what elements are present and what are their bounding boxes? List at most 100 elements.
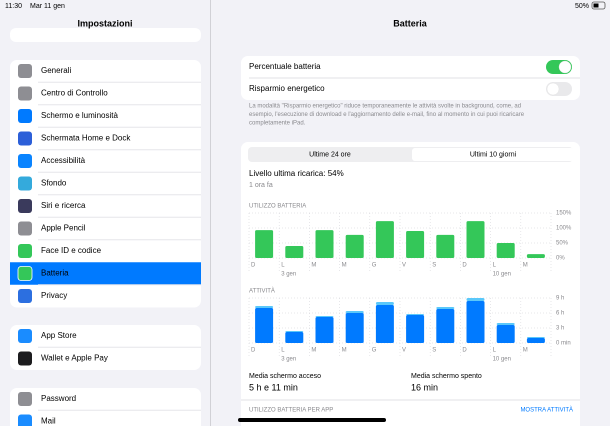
- last-charge: Livello ultima ricarica: 54%: [249, 169, 344, 178]
- x-tick-label: L: [281, 263, 285, 269]
- y-tick-label: 100%: [556, 226, 572, 232]
- x-tick-label: L: [281, 348, 285, 354]
- detail-title: Batteria: [393, 18, 428, 28]
- setting-item[interactable]: Centro di Controllo: [41, 89, 108, 98]
- y-tick-label: 3 h: [556, 326, 564, 332]
- selected-row: [10, 262, 201, 285]
- x-tick-label: M: [523, 348, 528, 354]
- segment-selected: [412, 148, 574, 161]
- x-tick-label: D: [462, 263, 467, 269]
- bar: [285, 332, 304, 343]
- setting-icon: [18, 351, 32, 366]
- x-tick-label: M: [523, 263, 528, 269]
- setting-icon: [18, 109, 32, 123]
- bar: [375, 305, 394, 343]
- segment[interactable]: Ultime 24 ore: [309, 151, 351, 158]
- x-tick-label: D: [251, 263, 256, 269]
- bar: [406, 231, 425, 258]
- x-tick-label: M: [311, 348, 316, 354]
- y-tick-label: 9 h: [556, 296, 564, 302]
- x-tick-label: M: [342, 263, 347, 269]
- setting-item[interactable]: Accessibilità: [41, 156, 86, 165]
- bar: [315, 317, 334, 343]
- x-tick-label: D: [462, 348, 467, 354]
- bar: [285, 246, 304, 258]
- status-time: 11:30: [5, 3, 22, 10]
- toggle-knob: [558, 60, 572, 74]
- footnote: completamente iPad.: [249, 121, 306, 127]
- setting-icon: [17, 266, 33, 281]
- setting-item[interactable]: Schermo e luminosità: [41, 111, 118, 120]
- setting-icon: [18, 392, 32, 406]
- chart-title: ATTIVITÀ: [249, 288, 275, 295]
- battery-icon: [591, 1, 606, 10]
- bar: [345, 313, 364, 343]
- x-tick-label: D: [251, 348, 256, 354]
- bar: [436, 234, 455, 258]
- setting-icon: [18, 244, 32, 258]
- x-tick-label: L: [493, 263, 497, 269]
- setting-label: Risparmio energetico: [249, 84, 325, 93]
- setting-icon: [18, 221, 32, 236]
- x-tick-label: G: [372, 348, 377, 354]
- bar: [406, 314, 425, 315]
- x-tick-label: S: [432, 263, 436, 269]
- y-tick-label: 0%: [556, 256, 565, 262]
- status-date: Mar 11 gen: [30, 3, 65, 10]
- setting-item[interactable]: Sfondo: [41, 179, 67, 188]
- bar: [466, 301, 485, 343]
- y-tick-label: 150%: [556, 211, 572, 217]
- x-tick-label: M: [311, 263, 316, 269]
- settings-group: [10, 388, 201, 426]
- setting-icon: [18, 154, 32, 168]
- setting-icon: [18, 329, 32, 343]
- setting-icon: [18, 131, 32, 146]
- setting-item[interactable]: Schermata Home e Dock: [41, 134, 131, 143]
- bar: [375, 302, 394, 305]
- setting-item[interactable]: Privacy: [41, 291, 67, 300]
- setting-icon: [18, 199, 32, 213]
- bar: [315, 230, 334, 258]
- date-label: 3 gen: [281, 357, 296, 363]
- bar: [285, 331, 304, 332]
- setting-icon: [18, 64, 32, 78]
- y-tick-label: 6 h: [556, 311, 564, 317]
- setting-item[interactable]: Batteria: [41, 269, 69, 278]
- bar: [526, 254, 545, 258]
- cut-group: [10, 28, 201, 42]
- setting-item[interactable]: App Store: [41, 331, 77, 340]
- setting-icon: [18, 289, 32, 303]
- x-tick-label: L: [493, 348, 497, 354]
- setting-icon: [18, 414, 32, 426]
- bar: [345, 311, 364, 313]
- setting-item[interactable]: Generali: [41, 66, 71, 75]
- setting-item[interactable]: Siri e ricerca: [41, 201, 86, 210]
- show-activity[interactable]: MOSTRA ATTIVITÀ: [520, 407, 573, 414]
- setting-item[interactable]: Password: [41, 394, 76, 403]
- bar: [255, 306, 274, 308]
- chart-title: UTILIZZO BATTERIA: [249, 204, 306, 210]
- segment[interactable]: Ultimi 10 giorni: [470, 151, 517, 158]
- x-tick-label: V: [402, 263, 406, 269]
- setting-item[interactable]: Apple Pencil: [41, 224, 86, 233]
- bar: [406, 315, 425, 343]
- setting-item[interactable]: Wallet e Apple Pay: [41, 354, 108, 363]
- last-charge-time: 1 ora fa: [249, 182, 273, 189]
- setting-item[interactable]: Face ID e codice: [41, 246, 102, 255]
- settings-group: [10, 60, 201, 308]
- bar: [466, 221, 485, 258]
- bar: [436, 309, 455, 343]
- bar: [496, 323, 515, 325]
- setting-icon: [18, 86, 32, 101]
- average-label: Media schermo acceso: [249, 373, 321, 380]
- bar: [255, 308, 274, 343]
- date-label: 10 gen: [493, 272, 511, 278]
- setting-label: Percentuale batteria: [249, 62, 321, 71]
- setting-item[interactable]: Mail: [41, 417, 56, 426]
- battery-level-icon: [593, 3, 599, 8]
- bar: [526, 337, 545, 338]
- section-title: UTILIZZO BATTERIA PER APP: [249, 408, 333, 414]
- bar: [526, 338, 545, 343]
